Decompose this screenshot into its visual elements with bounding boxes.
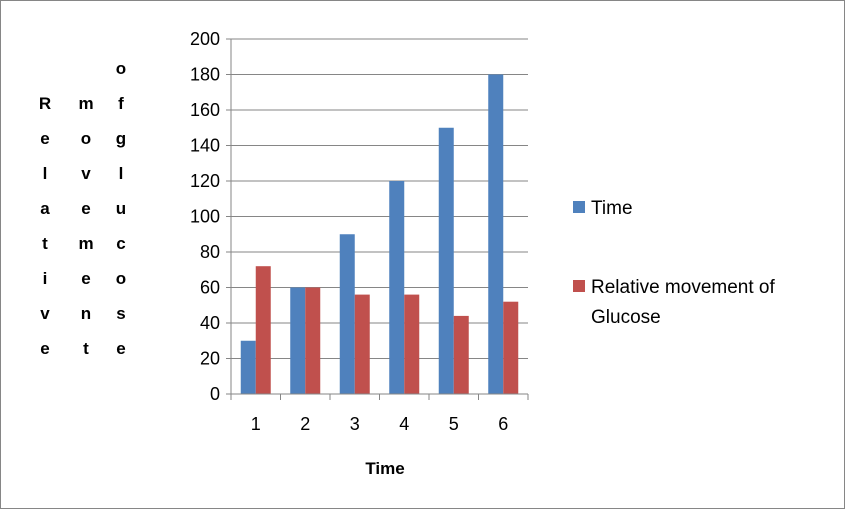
y-title-letter: o (116, 59, 126, 78)
bars (240, 74, 519, 394)
bar-glucose (305, 287, 321, 394)
y-tick-label: 180 (190, 65, 220, 85)
bar-glucose (453, 315, 469, 394)
y-title-letter: o (81, 129, 91, 148)
y-title-letter: u (116, 199, 126, 218)
y-title-letter: R (39, 94, 51, 113)
y-tick-label: 100 (190, 207, 220, 227)
bar-glucose (354, 294, 370, 394)
y-title-letter: v (40, 304, 50, 323)
y-title-letter: t (83, 339, 89, 358)
y-tick-label: 140 (190, 136, 220, 156)
x-tick-label: 6 (498, 414, 508, 434)
legend-label: Time (591, 198, 633, 219)
axes (226, 38, 529, 400)
y-title-letter: t (42, 234, 48, 253)
legend-label: Glucose (591, 307, 661, 328)
y-title-letter: m (78, 234, 93, 253)
legend-swatch (573, 280, 585, 292)
x-tick-label: 2 (300, 414, 310, 434)
y-tick-label: 160 (190, 100, 220, 120)
bar-time (389, 181, 405, 394)
bar-time (438, 127, 454, 394)
y-title-letter: l (43, 164, 48, 183)
y-tick-label: 60 (200, 278, 220, 298)
y-tick-label: 200 (190, 29, 220, 49)
legend-swatch (573, 201, 585, 213)
y-title-letter: e (81, 269, 90, 288)
y-title-letter: c (116, 234, 125, 253)
x-tick-label: 4 (399, 414, 409, 434)
bar-time (488, 74, 504, 394)
x-tick-label: 5 (449, 414, 459, 434)
y-title-letter: v (81, 164, 91, 183)
y-title-letter: e (40, 129, 49, 148)
y-tick-label: 20 (200, 349, 220, 369)
y-tick-label: 40 (200, 313, 220, 333)
y-tick-label: 0 (210, 384, 220, 404)
bar-time (240, 340, 256, 394)
y-tick-label: 80 (200, 242, 220, 262)
bar-glucose (255, 266, 271, 394)
y-title-letter: f (118, 94, 124, 113)
y-title-letter: i (43, 269, 48, 288)
bar-glucose (404, 294, 420, 394)
y-title-letter: s (116, 304, 125, 323)
x-tick-label: 1 (251, 414, 261, 434)
y-title-letter: e (116, 339, 125, 358)
gridlines (231, 38, 528, 359)
bar-time (290, 287, 306, 394)
y-title-letter: e (81, 199, 90, 218)
y-title-letter: m (78, 94, 93, 113)
y-title-letter: l (119, 164, 124, 183)
x-axis-title: Time (365, 459, 404, 478)
y-title-letter: n (81, 304, 91, 323)
bar-glucose (503, 301, 519, 394)
y-tick-label: 120 (190, 171, 220, 191)
tick-labels: 0 20 40 60 80 100 120 140 160 180 200 1 2 3 4 5 6 (190, 29, 508, 434)
legend-label: Relative movement of (591, 277, 775, 298)
legend: Time Relative movement of Glucose (573, 198, 775, 328)
y-title-letter: o (116, 269, 126, 288)
x-tick-label: 3 (350, 414, 360, 434)
bar-time (339, 234, 355, 394)
y-title-letter: g (116, 129, 126, 148)
y-title-letter: a (40, 199, 50, 218)
y-title-letter: e (40, 339, 49, 358)
